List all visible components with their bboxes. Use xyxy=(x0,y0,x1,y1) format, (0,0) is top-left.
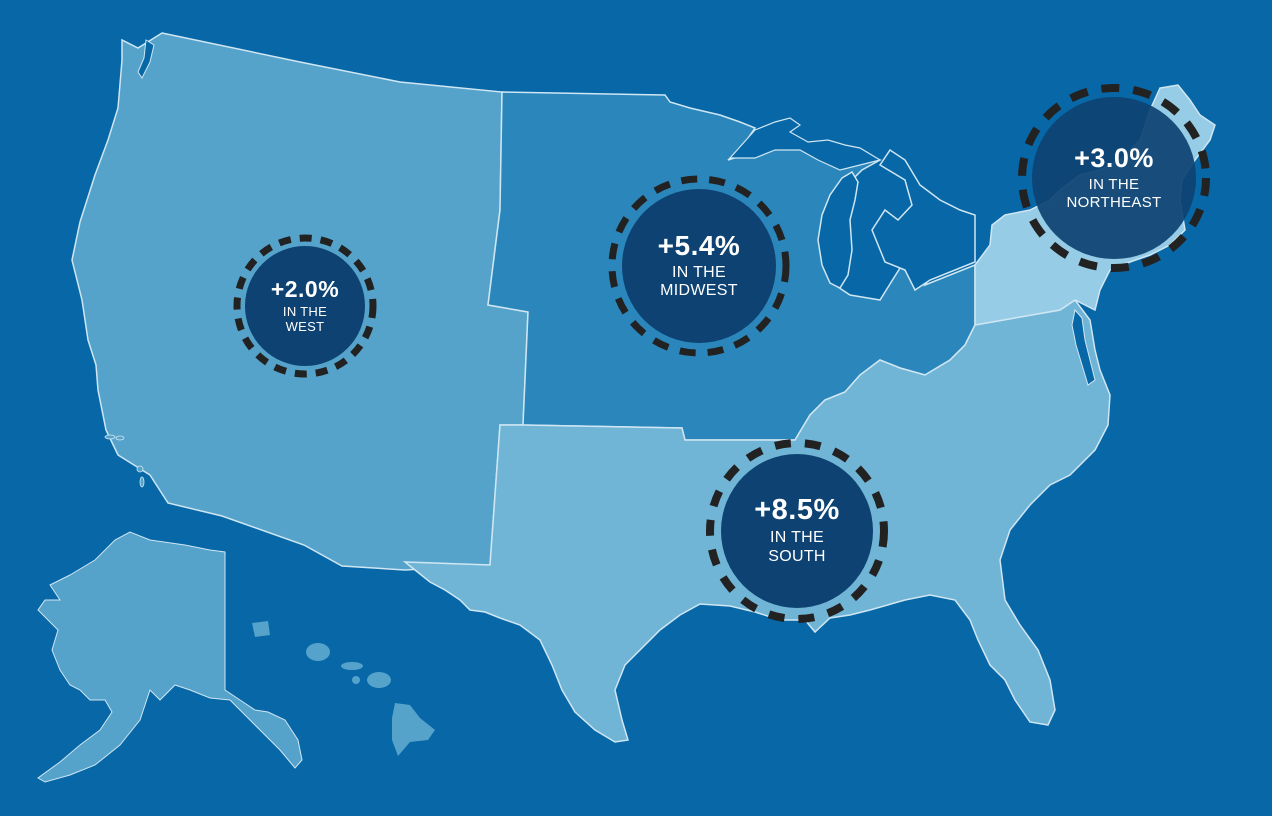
dashed-ring xyxy=(608,175,790,357)
badge-midwest: +5.4% IN THE MIDWEST xyxy=(606,173,792,359)
hawaii xyxy=(252,621,435,756)
lake-superior xyxy=(728,117,882,171)
lake-michigan xyxy=(817,170,859,289)
dashed-ring xyxy=(706,439,888,623)
puget-sound xyxy=(137,39,155,79)
badge-caption-line1: IN THE xyxy=(282,303,328,319)
badge-disc: +8.5% IN THE SOUTH xyxy=(721,454,873,608)
badge-caption-line2: WEST xyxy=(285,318,325,334)
badge-caption-line2: SOUTH xyxy=(768,547,826,565)
badge-disc: +3.0% IN THE NORTHEAST xyxy=(1032,97,1196,259)
badge-value: +5.4% xyxy=(657,229,741,261)
chesapeake-bay xyxy=(1071,308,1096,386)
badge-value: +3.0% xyxy=(1074,143,1154,174)
alaska xyxy=(37,531,303,783)
badge-value: +8.5% xyxy=(754,494,840,527)
dashed-ring xyxy=(1018,84,1210,272)
badge-northeast: +3.0% IN THE NORTHEAST xyxy=(1016,82,1212,274)
badge-disc: +2.0% IN THE WEST xyxy=(245,246,365,366)
badge-west: +2.0% IN THE WEST xyxy=(232,233,378,379)
badge-caption-line1: IN THE xyxy=(672,263,726,281)
badge-caption-line2: MIDWEST xyxy=(660,282,738,299)
badge-caption-line2: NORTHEAST xyxy=(1066,193,1162,211)
dashed-ring xyxy=(233,234,377,378)
badge-value: +2.0% xyxy=(270,275,340,302)
badge-caption-line1: IN THE xyxy=(770,529,824,547)
channel-islands xyxy=(104,434,145,488)
badge-disc: +5.4% IN THE MIDWEST xyxy=(622,189,776,343)
lake-huron-erie xyxy=(871,148,976,292)
badge-south: +8.5% IN THE SOUTH xyxy=(703,438,891,624)
badge-caption-line1: IN THE xyxy=(1088,176,1140,194)
